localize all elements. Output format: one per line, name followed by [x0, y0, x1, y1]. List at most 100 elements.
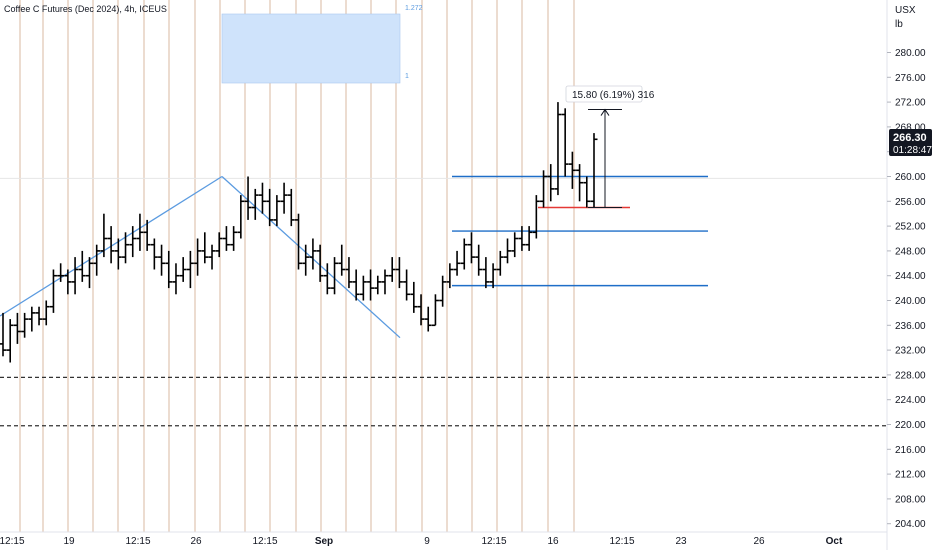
x-tick-label: 19	[63, 536, 75, 547]
ohlc-bar	[525, 226, 533, 251]
ohlc-bar	[165, 250, 173, 289]
ohlc-bar	[352, 269, 360, 301]
ohlc-bar	[143, 219, 151, 251]
ohlc-bar	[388, 257, 396, 282]
price-range-measure[interactable]: 15.80 (6.19%) 316	[565, 85, 655, 208]
ohlc-bar	[475, 244, 483, 276]
ohlc-bar	[446, 263, 454, 289]
ohlc-bar	[287, 188, 295, 227]
x-tick-label: 12:15	[0, 536, 25, 547]
fib-label-top: 1.272	[405, 5, 423, 12]
y-tick: 248.00	[887, 246, 926, 257]
y-tick-label: 268.00	[895, 122, 926, 133]
unit-label: lb	[895, 19, 903, 30]
ohlc-bar	[78, 250, 86, 282]
x-tick: 19	[63, 536, 75, 547]
last-price-badge: 266.30 01:28:47	[889, 129, 932, 156]
y-tick: 268.00	[887, 122, 926, 133]
fib-extension-zone[interactable]	[221, 13, 401, 84]
ohlc-bar	[395, 257, 403, 289]
x-tick: 26	[753, 536, 765, 547]
ohlc-bar	[331, 257, 339, 295]
ohlc-bar	[439, 275, 447, 307]
y-tick-label: 256.00	[895, 197, 926, 208]
y-tick-label: 236.00	[895, 321, 926, 332]
ohlc-bar	[410, 281, 418, 313]
y-tick-label: 276.00	[895, 73, 926, 84]
y-tick-label: 252.00	[895, 222, 926, 233]
dashed-levels[interactable]	[0, 376, 887, 427]
y-tick-label: 244.00	[895, 271, 926, 282]
y-tick: 236.00	[887, 321, 926, 332]
x-tick: Oct	[826, 536, 843, 547]
ohlc-bar	[417, 294, 425, 326]
bar-countdown: 01:28:47	[893, 145, 932, 156]
y-tick: 204.00	[887, 519, 926, 530]
ohlc-bar	[194, 238, 202, 276]
y-tick-label: 216.00	[895, 445, 926, 456]
ohlc-bar	[21, 312, 29, 338]
y-tick-label: 280.00	[895, 48, 926, 59]
y-tick-label: 240.00	[895, 296, 926, 307]
ohlc-bar	[381, 269, 389, 295]
ohlc-bar	[511, 232, 519, 258]
y-tick: 260.00	[887, 172, 926, 183]
ohlc-bar	[28, 306, 36, 332]
y-tick: 244.00	[887, 271, 926, 282]
ohlc-bar	[338, 244, 346, 276]
ohlc-bar	[172, 263, 180, 295]
ohlc-bar	[453, 250, 461, 276]
y-tick-label: 224.00	[895, 395, 926, 406]
chart-title: Coffee C Futures (Dec 2024), 4h, ICEUS	[4, 4, 167, 14]
x-tick: 23	[675, 536, 687, 547]
y-tick: 228.00	[887, 370, 926, 381]
ohlc-bar	[359, 275, 367, 301]
ohlc-bar	[496, 250, 504, 276]
ohlc-bar	[482, 257, 490, 289]
x-tick-label: 16	[547, 536, 559, 547]
ohlc-bar	[6, 319, 14, 363]
ohlc-bar	[467, 232, 475, 264]
y-tick-label: 228.00	[895, 370, 926, 381]
y-tick: 224.00	[887, 395, 926, 406]
x-tick: Sep	[315, 536, 333, 547]
ohlc-bar	[100, 213, 108, 258]
ohlc-bar	[222, 226, 230, 251]
ohlc-bar	[532, 195, 540, 239]
ohlc-bar	[35, 306, 43, 326]
y-tick: 208.00	[887, 494, 926, 505]
ohlc-bar	[107, 226, 115, 264]
x-tick-label: 23	[675, 536, 687, 547]
ohlc-bar	[136, 213, 144, 251]
y-tick: 212.00	[887, 470, 926, 481]
ohlc-bar	[424, 306, 432, 332]
measure-label-bg	[565, 85, 643, 103]
x-tick: 9	[424, 536, 430, 547]
ohlc-bar	[561, 108, 569, 177]
ohlc-bar	[114, 238, 122, 270]
time-axis[interactable]: 12:15 19 12:15 26 12:15 Sep 9 12:15 16 12:15 23 26 O…	[0, 531, 887, 547]
ohlc-bar	[122, 232, 130, 264]
y-tick: 216.00	[887, 445, 926, 456]
y-tick: 280.00	[887, 48, 926, 59]
ohlc-bar	[323, 263, 331, 295]
ohlc-bar	[186, 250, 194, 289]
ohlc-bar	[85, 257, 93, 289]
currency-label: USX	[895, 5, 916, 16]
ohlc-bar	[316, 244, 324, 282]
ohlc-bar	[266, 188, 274, 227]
x-tick: 12:15	[125, 536, 150, 547]
ohlc-bar	[489, 263, 497, 289]
x-tick: 12:15	[609, 536, 634, 547]
trend-lines[interactable]	[0, 175, 630, 339]
y-tick-label: 220.00	[895, 420, 926, 431]
ohlc-bar	[460, 238, 468, 270]
ohlc-bar	[150, 238, 158, 270]
ohlc-bar	[251, 188, 259, 220]
x-tick-label: Sep	[315, 536, 333, 547]
y-tick-label: 232.00	[895, 346, 926, 357]
y-tick-label: 260.00	[895, 172, 926, 183]
price-axis[interactable]: 280.00276.00272.00268.00264.00260.00256.…	[887, 48, 926, 530]
fib-label-bottom: 1	[405, 73, 409, 80]
